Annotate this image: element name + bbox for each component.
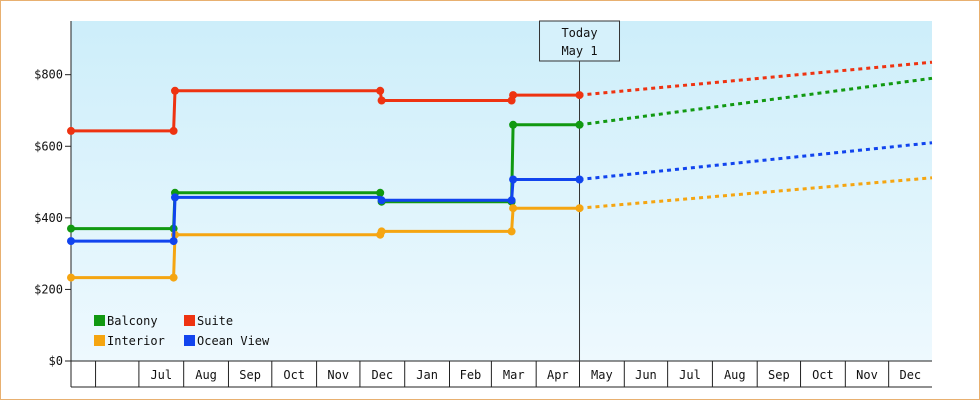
y-tick-label: $800 [34, 68, 63, 82]
data-point-ocean-view [377, 196, 386, 205]
x-tick-label: May [591, 368, 613, 382]
y-tick-label: $400 [34, 211, 63, 225]
data-point-suite [171, 86, 179, 95]
data-point-interior [67, 273, 75, 282]
series-forecast-suite [579, 60, 933, 97]
data-point-suite [509, 91, 518, 100]
y-tick-label: $0 [49, 354, 63, 368]
data-point-interior [507, 227, 516, 236]
today-label-box [539, 20, 621, 62]
data-point-interior [509, 204, 518, 213]
data-point-ocean-view [169, 237, 178, 246]
axes: $0 $200 $400 $600 $800 Jul Aug Sep Oct Nov Dec Jan F… [34, 21, 932, 388]
data-point-interior [575, 204, 584, 213]
legend-swatch-ocean-view [184, 335, 195, 346]
legend-swatch-balcony [94, 315, 105, 326]
legend-label-suite: Suite [197, 314, 233, 328]
x-tick-label: Mar [503, 368, 525, 382]
data-point-interior [377, 227, 386, 236]
data-point-suite [169, 126, 178, 135]
data-point-suite [67, 126, 75, 135]
today-marker: Today May 1 [539, 20, 621, 361]
data-point-ocean-view [575, 175, 584, 184]
data-point-balcony [67, 224, 75, 233]
x-tick-label: Feb [460, 368, 482, 382]
y-tick-label: $200 [34, 282, 63, 296]
x-tick-label: Oct [283, 368, 305, 382]
series-forecast-balcony [579, 76, 933, 127]
data-point-suite [376, 86, 385, 95]
data-point-ocean-view [171, 193, 179, 202]
y-tick-label: $600 [34, 139, 63, 153]
legend-label-balcony: Balcony [107, 314, 158, 328]
x-tick-label: Sep [239, 368, 261, 382]
legend: Balcony Suite Interior Ocean View [94, 314, 270, 348]
series-lines [67, 60, 933, 282]
x-tick-label: Dec [899, 368, 921, 382]
x-tick-label: Oct [812, 368, 834, 382]
data-point-ocean-view [507, 196, 516, 205]
data-point-suite [575, 91, 584, 100]
today-label-line2: May 1 [561, 44, 597, 58]
x-tick-label: Aug [195, 368, 217, 382]
series-forecast-interior [579, 176, 933, 210]
x-tick-label: Nov [327, 368, 349, 382]
plot-background [71, 21, 932, 361]
x-tick-label: Sep [768, 368, 790, 382]
data-point-balcony [376, 188, 385, 197]
legend-label-interior: Interior [107, 334, 165, 348]
data-point-interior [169, 273, 178, 282]
legend-label-ocean-view: Ocean View [197, 334, 270, 348]
x-tick-label: Dec [371, 368, 393, 382]
series-forecast-ocean-view [579, 141, 933, 181]
data-point-balcony [575, 120, 584, 129]
legend-swatch-interior [94, 335, 105, 346]
data-point-ocean-view [67, 237, 75, 246]
today-label-line1: Today [561, 26, 597, 40]
x-tick-label: Jan [416, 368, 438, 382]
x-tick-label: Jul [679, 368, 701, 382]
legend-swatch-suite [184, 315, 195, 326]
data-point-ocean-view [509, 175, 518, 184]
x-tick-label: Jul [150, 368, 172, 382]
x-tick-label: Nov [856, 368, 878, 382]
x-tick-label: Apr [547, 368, 569, 382]
x-tick-label: Jun [635, 368, 657, 382]
data-point-balcony [509, 120, 518, 129]
data-point-suite [377, 96, 386, 105]
x-tick-label: Aug [724, 368, 746, 382]
